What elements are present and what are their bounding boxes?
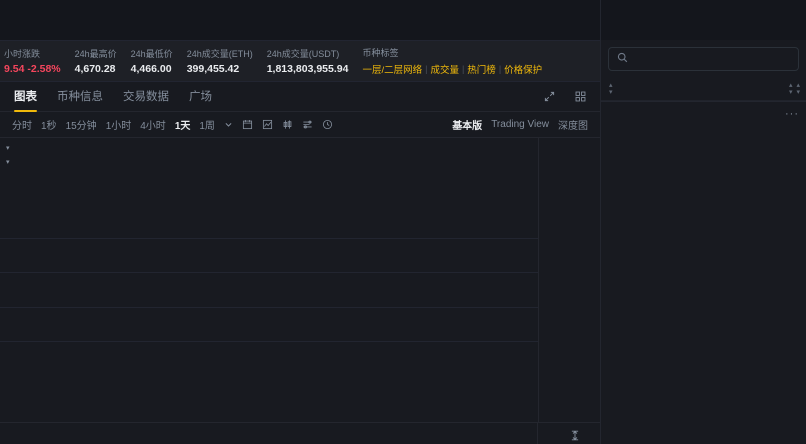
axis-divider [537, 423, 538, 444]
gridline [0, 237, 538, 239]
sort-icon: ▴ ▾ [788, 82, 793, 96]
more-dots-icon[interactable]: ··· [785, 108, 799, 120]
trades-tabs: ··· [601, 102, 806, 123]
coin-tag[interactable]: 成交量 [430, 65, 459, 76]
trades-panel: ··· [601, 101, 806, 444]
trades-header [601, 123, 806, 130]
interval-4小时[interactable]: 4小时 [140, 121, 166, 132]
interval-1周[interactable]: 1周 [199, 121, 215, 132]
nav-tab-币种信息[interactable]: 币种信息 [57, 91, 103, 103]
nav-tab-广场[interactable]: 广场 [189, 91, 212, 103]
stat-item: 24h最低价 4,466.00 [131, 47, 173, 75]
clock-icon[interactable] [322, 119, 333, 130]
stat-item: 24h最高价 4,670.28 [75, 47, 117, 75]
market-column: ▴ ▾ ▴ ▾ ▴ ▾ ··· [600, 0, 806, 444]
chart-nav-tabs: 图表 币种信息 交易数据 广场 [0, 82, 600, 112]
price-plot [0, 138, 538, 444]
stat-label: 24h成交量(ETH) [186, 49, 253, 59]
interval-1小时[interactable]: 1小时 [105, 121, 132, 132]
search-container [601, 40, 806, 75]
col-price[interactable]: ▴ ▾ ▴ ▾ [693, 82, 800, 96]
expand-icon[interactable] [544, 91, 555, 102]
promo-banner[interactable] [601, 0, 806, 40]
view-Trading-View[interactable]: Trading View [491, 119, 549, 130]
interval-bar: 分时 1秒 15分钟 1小时 4小时 1天 1周 [0, 112, 600, 138]
stat-value: 4,670.28 [74, 63, 116, 75]
interval-分时[interactable]: 分时 [12, 121, 32, 132]
nav-tab-图表[interactable]: 图表 [14, 82, 37, 112]
view-深度图[interactable]: 深度图 [558, 121, 588, 132]
search-input[interactable] [608, 47, 799, 71]
tag-separator: | [498, 64, 502, 74]
stat-value: 1,813,803,955.94 [266, 63, 349, 75]
compare-icon[interactable] [282, 119, 293, 130]
grid-icon[interactable] [575, 91, 586, 102]
ohlc-legend-row: ▾ [6, 142, 76, 156]
coin-tag[interactable]: 热门榜 [467, 65, 496, 76]
nav-tab-交易数据[interactable]: 交易数据 [123, 91, 169, 103]
coin-tag[interactable]: 一层/二层网络 [362, 65, 423, 76]
ticker-table-header: ▴ ▾ ▴ ▾ ▴ ▾ [601, 77, 806, 101]
gridline [0, 272, 538, 274]
gridline [0, 341, 538, 343]
stat-label: 小时涨跌 [4, 49, 41, 59]
chart-panel: 图表 币种信息 交易数据 广场 分时 1秒 15分钟 1小时 4小时 1天 1周 [0, 82, 600, 444]
stat-label: 24h最高价 [74, 49, 117, 59]
stat-label: 24h最低价 [130, 49, 173, 59]
announcement-banner[interactable] [0, 0, 600, 40]
sort-icon: ▴ ▾ [796, 82, 800, 96]
chart-column: 小时涨跌 9.54 -2.58% 24h最高价 4,670.28 24h最低价 4,466… [0, 0, 600, 444]
coin-tag-list: 一层/二层网络 | 成交量 | 热门榜 | 价格保护 [362, 62, 542, 76]
ma-legend-row: ▾ [6, 156, 76, 170]
stat-label: 24h成交量(USDT) [266, 49, 340, 59]
stat-item: 小时涨跌 9.54 -2.58% [4, 47, 61, 75]
col-pair[interactable]: ▴ ▾ [607, 82, 691, 96]
interval-1秒[interactable]: 1秒 [41, 121, 57, 132]
stat-coin-tags: 币种标签 一层/二层网络 | 成交量 | 热门榜 | 价格保护 [362, 46, 542, 76]
interval-1天[interactable]: 1天 [174, 121, 191, 132]
chevron-down-icon[interactable] [224, 120, 233, 129]
collapse-chevron-icon[interactable]: ▾ [6, 145, 10, 152]
stat-value: 9.54 -2.58% [4, 63, 61, 75]
gridline [0, 306, 538, 308]
tag-separator: | [461, 64, 465, 74]
market-stats-bar: 小时涨跌 9.54 -2.58% 24h最高价 4,670.28 24h最低价 4,466… [0, 40, 600, 82]
stat-label: 币种标签 [362, 48, 399, 58]
chart-legend: ▾ [6, 142, 76, 170]
search-icon [617, 50, 628, 68]
collapse-chevron-icon[interactable]: ▾ [6, 159, 10, 166]
stat-value: 4,466.00 [130, 63, 172, 75]
time-cursor-icon[interactable] [570, 428, 580, 444]
stat-item: 24h成交量(USDT) 1,813,803,955.94 [267, 47, 349, 75]
time-axis[interactable] [0, 422, 600, 444]
view-基本版[interactable]: 基本版 [452, 121, 483, 132]
settings-list-icon[interactable] [302, 119, 313, 130]
indicator-icon[interactable] [262, 119, 273, 130]
tag-separator: | [425, 64, 428, 74]
interval-15分钟[interactable]: 15分钟 [65, 121, 97, 132]
calendar-icon[interactable] [242, 119, 253, 130]
stat-item: 24h成交量(ETH) 399,455.42 [187, 47, 253, 75]
coin-tag[interactable]: 价格保护 [504, 65, 543, 76]
chart-canvas[interactable]: ▾ [0, 138, 600, 444]
sort-icon: ▴ ▾ [609, 82, 613, 96]
stat-value: 399,455.42 [186, 63, 240, 75]
price-axis[interactable] [538, 138, 600, 444]
